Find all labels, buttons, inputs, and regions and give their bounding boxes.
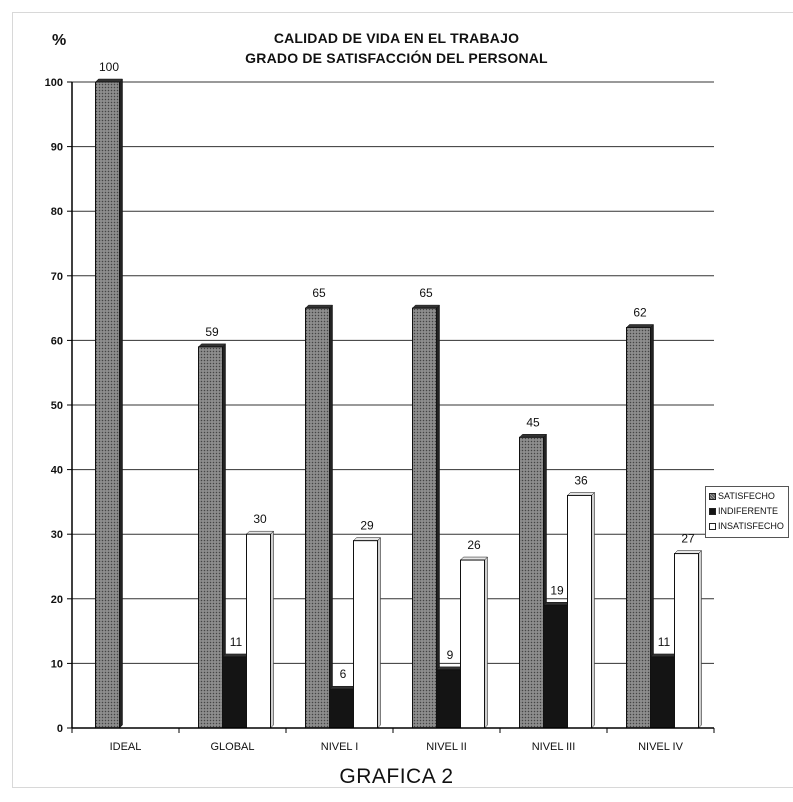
y-axis-label: %: [52, 32, 67, 49]
y-tick-label: 0: [57, 723, 63, 735]
gridlines: [72, 81, 714, 664]
data-label: 11: [658, 635, 671, 649]
bar-satisfecho-ideal: [95, 81, 120, 729]
bar-insatisfecho-nivel-ii: [460, 559, 485, 729]
data-label: 6: [340, 667, 347, 681]
y-tick-label: 50: [51, 400, 63, 412]
bar-satisfecho-nivel-ii: [412, 307, 437, 729]
x-tick-label: NIVEL III: [532, 741, 576, 753]
legend-label: INDIFERENTE: [718, 506, 779, 516]
data-label: 26: [467, 538, 481, 552]
y-tick-label: 30: [51, 529, 63, 541]
data-label: 19: [550, 583, 564, 597]
data-label: 59: [205, 325, 219, 339]
chart-title: CALIDAD DE VIDA EN EL TRABAJO: [273, 30, 520, 46]
bar-satisfecho-nivel-iii: [519, 436, 544, 729]
data-label: 65: [312, 286, 326, 300]
axes: 0 10 20 30 40 50 60 70 80 90 100 IDEAL GLOBAL NIVEL I…: [45, 77, 715, 753]
legend: SATISFECHO INDIFERENTE INSATISFECHO: [705, 486, 789, 538]
x-tick-label: GLOBAL: [210, 741, 254, 753]
x-tick-label: IDEAL: [110, 741, 142, 753]
bars: [94, 78, 703, 729]
chart-frame: [12, 12, 793, 788]
y-tick-label: 10: [51, 658, 63, 670]
bar-indiferente-global: [222, 656, 247, 729]
bar-satisfecho-global: [198, 346, 223, 729]
data-label: 29: [360, 519, 374, 533]
x-tick-label: NIVEL IV: [638, 741, 683, 753]
legend-label: SATISFECHO: [718, 491, 775, 501]
legend-item-satisfecho: SATISFECHO: [709, 489, 784, 504]
y-tick-label: 40: [51, 465, 63, 477]
legend-swatch: [709, 523, 716, 530]
bar-indiferente-nivel-iii: [543, 604, 568, 729]
data-label: 9: [447, 648, 454, 662]
bar-indiferente-nivel-i: [329, 688, 354, 729]
y-tick-label: 70: [51, 271, 63, 283]
legend-swatch: [709, 508, 716, 515]
data-label: 11: [230, 635, 243, 649]
legend-label: INSATISFECHO: [718, 521, 784, 531]
data-label: 30: [253, 512, 267, 526]
data-label: 27: [681, 532, 695, 546]
bar-indiferente-nivel-ii: [436, 669, 461, 729]
figure-caption: GRAFICA 2: [339, 765, 454, 788]
y-tick-label: 60: [51, 335, 63, 347]
data-label: 65: [419, 286, 433, 300]
x-tick-label: NIVEL II: [426, 741, 467, 753]
bar-satisfecho-nivel-iv: [626, 326, 651, 729]
bar-insatisfecho-global: [246, 533, 271, 729]
legend-item-insatisfecho: INSATISFECHO: [709, 519, 784, 534]
data-label: 100: [99, 60, 119, 74]
bar-insatisfecho-nivel-iv: [674, 553, 699, 729]
y-tick-label: 80: [51, 206, 63, 218]
y-tick-label: 20: [51, 594, 63, 606]
bar-satisfecho-nivel-i: [305, 307, 330, 729]
y-tick-label: 100: [45, 77, 63, 89]
data-labels: 100 59 11 30 65 6 29 65 9 26 45 19 36 62 11 27: [99, 60, 695, 681]
data-label: 45: [526, 415, 540, 429]
bar-insatisfecho-nivel-iii: [567, 494, 592, 729]
legend-swatch: [709, 493, 716, 500]
data-label: 62: [633, 305, 647, 319]
legend-item-indiferente: INDIFERENTE: [709, 504, 784, 519]
x-tick-label: NIVEL I: [321, 741, 359, 753]
data-label: 36: [574, 473, 588, 487]
chart-subtitle: GRADO DE SATISFACCIÓN DEL PERSONAL: [245, 50, 548, 66]
bar-insatisfecho-nivel-i: [353, 540, 378, 729]
bar-indiferente-nivel-iv: [650, 656, 675, 729]
y-tick-label: 90: [51, 142, 63, 154]
